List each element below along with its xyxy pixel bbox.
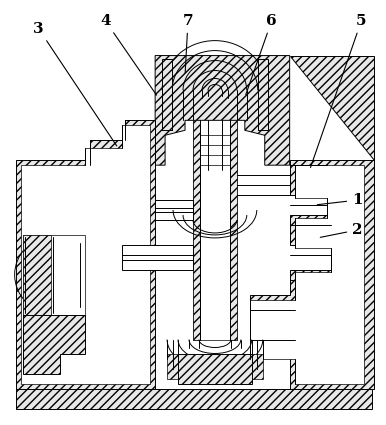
Text: 5: 5: [310, 14, 367, 167]
Polygon shape: [155, 56, 290, 165]
Polygon shape: [16, 120, 155, 389]
Polygon shape: [250, 165, 364, 384]
Polygon shape: [252, 354, 263, 380]
Polygon shape: [20, 125, 150, 384]
Polygon shape: [230, 120, 237, 340]
Polygon shape: [122, 245, 193, 270]
Polygon shape: [178, 354, 252, 384]
Text: 2: 2: [320, 223, 363, 238]
Polygon shape: [23, 235, 51, 314]
Polygon shape: [23, 314, 85, 374]
Polygon shape: [250, 56, 374, 389]
Polygon shape: [167, 354, 178, 380]
Polygon shape: [162, 59, 172, 130]
Text: 6: 6: [246, 14, 277, 95]
Text: 1: 1: [317, 193, 363, 207]
Polygon shape: [193, 120, 237, 340]
Polygon shape: [155, 200, 193, 220]
Text: 3: 3: [33, 22, 117, 146]
Text: 4: 4: [100, 14, 157, 95]
Text: 7: 7: [183, 14, 193, 73]
Polygon shape: [23, 235, 85, 314]
Polygon shape: [16, 389, 372, 409]
Polygon shape: [258, 59, 268, 130]
Polygon shape: [193, 120, 200, 340]
